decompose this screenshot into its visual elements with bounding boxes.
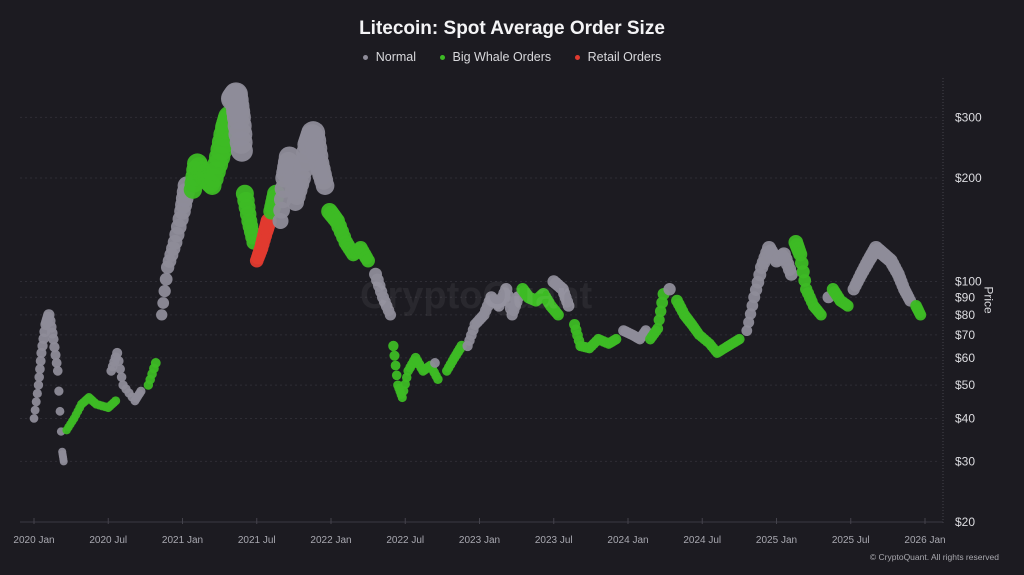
data-point-w [361,253,375,268]
data-point-n [784,267,798,281]
x-tick-label: 2025 Jan [756,535,797,546]
legend-item-big-whale[interactable]: Big Whale Orders [439,50,552,64]
data-point-n [741,325,753,337]
data-point-w [653,314,665,326]
data-point-n [51,358,62,368]
data-point-n [35,364,45,374]
x-tick-label: 2024 Jan [607,535,648,546]
data-point-n [384,309,397,321]
data-point-w [914,309,927,321]
data-point-n [230,139,253,162]
data-point-w [815,309,827,321]
data-point-n [55,406,65,416]
data-point-n [29,414,39,423]
data-point-n [562,300,575,312]
y-tick-label: $70 [955,328,975,342]
x-tick-label: 2022 Jul [386,535,424,546]
watermark: CryptoQuant [360,275,593,317]
data-point-n [113,356,124,366]
x-tick-label: 2021 Jul [238,535,276,546]
legend-item-normal[interactable]: Normal [362,50,417,64]
data-point-n [54,386,64,396]
y-tick-label: $100 [955,275,982,289]
data-point-w [652,323,664,335]
copyright: © CryptoQuant. All rights reserved [869,552,999,562]
data-point-n [52,366,63,376]
y-tick-label: $30 [955,454,975,468]
legend-dot-whale [439,55,445,61]
data-point-w [433,374,443,384]
y-axis-label: Price [981,286,996,314]
x-tick-label: 2025 Jul [832,535,870,546]
data-point-n [59,457,68,466]
legend-dot-normal [362,55,368,61]
data-point-n [31,397,41,407]
legend-label: Retail Orders [587,50,662,64]
y-tick-label: $90 [955,290,975,304]
x-tick-label: 2021 Jan [162,535,203,546]
x-tick-label: 2023 Jan [459,535,500,546]
data-point-n [315,176,335,195]
data-point-w [388,340,399,352]
data-point-n [32,388,42,399]
y-tick-label: $80 [955,308,975,322]
data-point-n [156,309,168,321]
y-tick-label: $50 [955,378,975,392]
y-tick-label: $20 [955,515,975,529]
data-point-w [552,309,564,321]
data-point-w [390,360,401,371]
data-point-n [159,272,173,286]
y-tick-label: $300 [955,110,982,124]
data-point-w [391,370,402,381]
x-tick-label: 2026 Jan [904,535,945,546]
data-point-w [610,333,622,345]
legend-dot-retail [574,55,580,61]
data-point-w [734,333,745,345]
data-point-n [430,358,440,368]
y-tick-label: $200 [955,171,982,185]
legend-label: Big Whale Orders [452,50,552,64]
data-point-n [115,364,125,374]
data-point-n [157,297,170,309]
data-point-n [116,372,127,382]
data-point-n [158,284,171,298]
legend: Normal Big Whale Orders Retail Orders [0,50,1024,64]
data-point-w [389,350,400,361]
x-tick-label: 2023 Jul [535,535,573,546]
data-point-n [112,347,123,359]
data-point-w [111,396,121,406]
y-tick-label: $40 [955,411,975,425]
x-tick-label: 2020 Jan [13,535,54,546]
data-point-n [49,341,60,353]
data-point-n [34,372,44,382]
data-point-n [30,405,40,415]
data-point-n [33,380,44,390]
data-point-n [35,356,46,366]
data-point-n [663,283,676,296]
data-point-w [841,300,854,312]
x-tick-label: 2024 Jul [683,535,721,546]
chart-title: Litecoin: Spot Average Order Size [359,18,665,39]
data-point-w [654,305,667,318]
data-point-n [48,333,59,345]
x-tick-label: 2020 Jul [89,535,127,546]
legend-label: Normal [375,50,417,64]
data-point-w [150,358,161,368]
data-point-n [50,349,61,361]
legend-item-retail[interactable]: Retail Orders [574,50,662,64]
data-point-n [136,386,146,396]
y-tick-label: $60 [955,351,975,365]
x-tick-label: 2022 Jan [310,535,351,546]
